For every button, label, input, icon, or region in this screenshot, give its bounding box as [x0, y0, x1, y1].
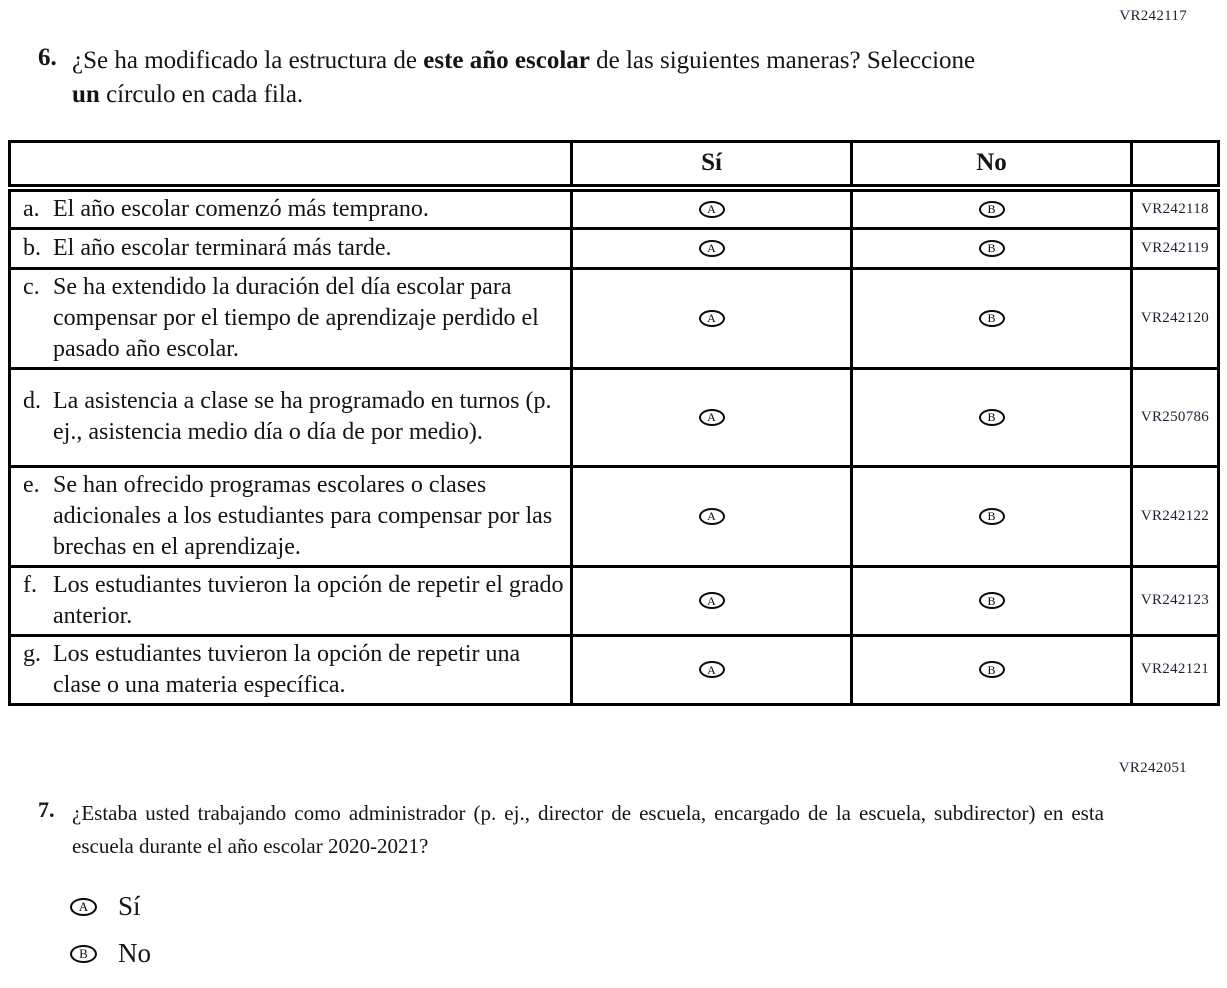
q7-no-label: No [118, 938, 151, 968]
q7-yes-label: Sí [118, 891, 141, 921]
q6-text-post: círculo en cada fila. [99, 81, 304, 108]
question-6-number: 6. [38, 44, 57, 71]
row-code: VR242120 [1130, 266, 1220, 370]
row-code: VR242119 [1130, 226, 1220, 270]
q6-row-a-no-bubble[interactable]: B [978, 200, 1005, 218]
table-row-f: f. Los estudiantes tuvieron la opción de … [8, 564, 1220, 637]
q6-row-g-no-bubble[interactable]: B [978, 661, 1005, 678]
row-statement: Se han ofrecido programas escolares o cl… [53, 471, 553, 560]
q6-row-e-no-bubble[interactable]: B [978, 507, 1005, 525]
row-statement: Los estudiantes tuvieron la opción de re… [53, 640, 521, 698]
row-code: VR250786 [1130, 366, 1220, 468]
q6-row-b-no-bubble[interactable]: B [978, 239, 1005, 257]
row-letter: e. [23, 471, 40, 498]
q7-option-no[interactable]: B No [70, 938, 151, 969]
table-row-e: e. Se han ofrecido programas escolares o … [8, 464, 1220, 568]
question-6-text: ¿Se ha modificado la estructura de este … [72, 44, 975, 112]
q6-row-b-yes-bubble[interactable]: A [698, 239, 725, 257]
row-statement: El año escolar comenzó más temprano. [53, 195, 429, 222]
q6-text-mid: de las siguientes maneras? Seleccione [589, 47, 976, 74]
question-6: 6. ¿Se ha modificado la estructura de es… [38, 44, 975, 112]
q6-text-bold-un: un [72, 81, 100, 108]
q6-row-d-yes-bubble[interactable]: A [698, 408, 725, 426]
header-statement-cell [8, 140, 573, 192]
row-letter: g. [23, 640, 41, 667]
table-row-b: b. El año escolar terminará más tarde. A … [8, 226, 1220, 270]
row-letter: d. [23, 388, 41, 414]
row-letter: c. [23, 273, 40, 300]
table-row-a: a. El año escolar comenzó más temprano. A… [8, 186, 1220, 230]
row-statement: La asistencia a clase se ha programado e… [53, 388, 552, 445]
q6-text-bold-este-ano: este año escolar [423, 47, 590, 74]
table-row-d: d. La asistencia a clase se ha programado… [8, 366, 1220, 468]
q6-row-g-yes-bubble[interactable]: A [698, 661, 725, 678]
header-code-cell [1130, 140, 1220, 192]
row-statement: El año escolar terminará más tarde. [53, 234, 392, 261]
question-7-number: 7. [38, 797, 55, 822]
column-header-no: No [850, 140, 1133, 192]
column-header-yes: Sí [570, 140, 853, 192]
q6-text-pre: ¿Se ha modificado la estructura de [72, 47, 424, 74]
q7-option-yes[interactable]: A Sí [70, 891, 141, 922]
row-code: VR242122 [1130, 464, 1220, 568]
row-letter: b. [23, 234, 41, 261]
q6-row-c-no-bubble[interactable]: B [978, 309, 1005, 327]
q6-row-f-yes-bubble[interactable]: A [698, 592, 725, 609]
row-code: VR242118 [1130, 186, 1220, 230]
row-statement: Se ha extendido la duración del día esco… [53, 273, 539, 362]
q6-row-e-yes-bubble[interactable]: A [698, 507, 725, 525]
row-letter: a. [23, 195, 40, 222]
row-code: VR242123 [1130, 564, 1220, 637]
row-statement: Los estudiantes tuvieron la opción de re… [53, 571, 564, 629]
q6-row-f-no-bubble[interactable]: B [978, 592, 1005, 609]
form-code-mid: VR242051 [1118, 760, 1187, 776]
question-7: 7. ¿Estaba usted trabajando como adminis… [38, 797, 1104, 863]
q7-yes-bubble[interactable]: A [70, 897, 97, 916]
table-header-row: Sí No [8, 140, 1220, 192]
q6-response-table: Sí No a. El año escolar comenzó más tempr… [8, 140, 1220, 706]
q6-row-d-no-bubble[interactable]: B [978, 408, 1005, 426]
q7-no-bubble[interactable]: B [70, 944, 97, 963]
table-row-c: c. Se ha extendido la duración del día es… [8, 266, 1220, 370]
row-letter: f. [23, 571, 37, 598]
table-row-g: g. Los estudiantes tuvieron la opción de … [8, 633, 1220, 706]
row-code: VR242121 [1130, 633, 1220, 706]
question-7-text: ¿Estaba usted trabajando como administra… [72, 801, 1104, 858]
q6-row-a-yes-bubble[interactable]: A [698, 200, 725, 218]
form-code-top: VR242117 [1119, 8, 1187, 24]
q6-row-c-yes-bubble[interactable]: A [698, 309, 725, 327]
